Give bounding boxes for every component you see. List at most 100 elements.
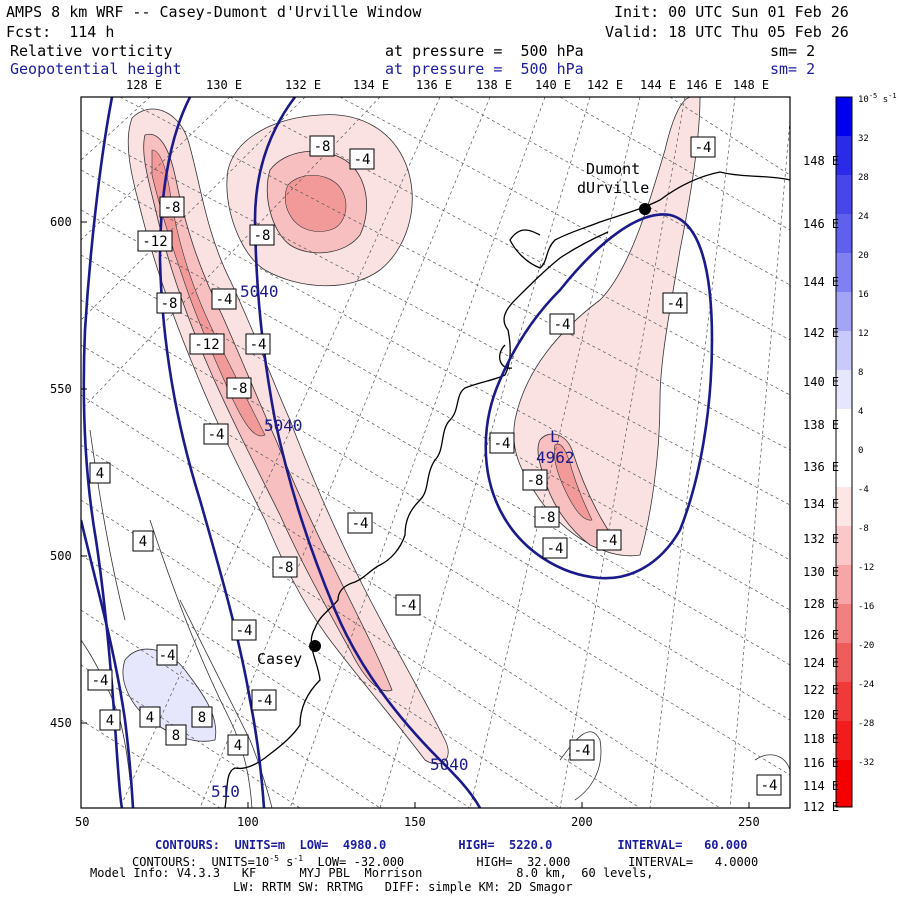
right-lon-label: 148 E <box>803 154 840 168</box>
colorbar-tick: 12 <box>858 329 869 339</box>
vort-label: -4 <box>256 693 273 709</box>
colorbar-tick: 20 <box>858 251 869 261</box>
low-value: 4962 <box>536 448 575 467</box>
top-lon-label: 128 E <box>126 78 163 92</box>
axis-ticks <box>80 221 750 808</box>
colorbar-tick: -28 <box>858 719 875 729</box>
top-lon-label: 138 E <box>476 78 513 92</box>
casey-station-marker <box>309 640 321 652</box>
colorbar-tick: 28 <box>858 173 869 183</box>
colorbar-unit: 10-5 s-1 <box>858 92 897 105</box>
vort-label: -4 <box>547 541 564 557</box>
vort-label: -4 <box>236 623 253 639</box>
vorticity-contour <box>754 754 790 771</box>
vort-label: -4 <box>92 673 109 689</box>
colorbar-tick: 0 <box>858 446 864 456</box>
right-lon-label: 134 E <box>803 497 840 511</box>
y-axis-label: 450 <box>50 716 72 730</box>
right-lon-label: 126 E <box>803 628 840 642</box>
vort-label: -4 <box>601 533 618 549</box>
colorbar-tick: -8 <box>858 524 869 534</box>
vort-label: -4 <box>695 140 712 156</box>
top-lon-label: 148 E <box>733 78 770 92</box>
height-label: 5040 <box>240 282 279 301</box>
footer-vorticity-contours: CONTOURS: UNITS=10-5 s-1 LOW= -32.000 HI… <box>132 854 759 869</box>
y-axis-label: 600 <box>50 215 72 229</box>
field2-smoothing: sm= 2 <box>770 60 816 78</box>
vort-label: -8 <box>161 296 178 312</box>
station-labels: Dumont dUrville Casey <box>257 160 649 668</box>
vort-label: -4 <box>216 292 233 308</box>
vort-label: 4 <box>234 738 242 754</box>
vort-label: -4 <box>554 317 571 333</box>
vort-label: 4 <box>96 466 104 482</box>
vort-label: -8 <box>527 473 544 489</box>
vort-label: -4 <box>208 427 225 443</box>
right-lon-label: 144 E <box>803 275 840 289</box>
height-labels: 5040 5040 5040 510 <box>211 282 469 801</box>
dumont-durville-station-marker <box>639 203 651 215</box>
vorticity-labels: -8 -4 -8 -12 -8 -8 -4 -4 -12 -4 -8 -4 -4… <box>87 135 782 796</box>
right-lon-label: 136 E <box>803 460 840 474</box>
plot-title: AMPS 8 km WRF -- Casey-Dumont d'Urville … <box>6 3 422 21</box>
y-axis-label: 500 <box>50 549 72 563</box>
x-axis-label: 250 <box>738 815 760 829</box>
vort-label: -4 <box>667 296 684 312</box>
valid-time: Valid: 18 UTC Thu 05 Feb 26 <box>605 23 849 41</box>
footer-height-contours: CONTOURS: UNITS=m LOW= 4980.0 HIGH= 5220… <box>155 838 748 852</box>
low-center: L 4962 <box>536 427 575 467</box>
vort-label: -12 <box>194 337 219 353</box>
right-lon-label: 112 E <box>803 800 840 814</box>
field2-level: at pressure = 500 hPa <box>385 60 584 78</box>
coastline <box>224 171 790 808</box>
height-label: 5040 <box>430 755 469 774</box>
field1-level: at pressure = 500 hPa <box>385 42 584 60</box>
colorbar-tick: 8 <box>858 368 864 378</box>
field1-name: Relative vorticity <box>10 42 173 60</box>
vort-label: 4 <box>139 534 147 550</box>
vort-label: -8 <box>539 510 556 526</box>
x-axis-label: 50 <box>75 815 90 829</box>
forecast-hour: Fcst: 114 h <box>6 23 115 41</box>
vort-label: -8 <box>277 560 294 576</box>
vort-label: -8 <box>254 228 271 244</box>
x-axis-label: 200 <box>571 815 593 829</box>
colorbar-tick: 16 <box>858 290 869 300</box>
right-lon-label: 142 E <box>803 326 840 340</box>
colorbar-tick: -20 <box>858 641 875 651</box>
right-lon-label: 138 E <box>803 418 840 432</box>
top-lon-label: 132 E <box>285 78 322 92</box>
init-time: Init: 00 UTC Sun 01 Feb 26 <box>614 3 849 21</box>
vort-label: -12 <box>142 234 167 250</box>
vort-label: -4 <box>574 743 591 759</box>
vort-label: -4 <box>352 516 369 532</box>
vort-label: -4 <box>159 648 176 664</box>
field2-name: Geopotential height <box>10 60 182 78</box>
vort-label: 4 <box>106 713 114 729</box>
dumont-label-line1: Dumont <box>586 160 640 178</box>
colorbar-tick: -24 <box>858 680 875 690</box>
coastline <box>499 344 513 369</box>
right-lon-label: 120 E <box>803 708 840 722</box>
height-label: 510 <box>211 782 240 801</box>
low-letter: L <box>550 427 560 446</box>
footer-physics-info: LW: RRTM SW: RRTMG DIFF: simple KM: 2D S… <box>233 880 573 894</box>
right-lon-label: 122 E <box>803 683 840 697</box>
y-axis-label: 550 <box>50 382 72 396</box>
right-lon-label: 132 E <box>803 532 840 546</box>
vort-label: 4 <box>146 710 154 726</box>
right-lon-label: 114 E <box>803 779 840 793</box>
right-lon-label: 124 E <box>803 656 840 670</box>
footer-model-info: Model Info: V4.3.3 KF MYJ PBL Morrison 8… <box>90 866 654 880</box>
top-lon-label: 140 E <box>535 78 572 92</box>
vorticity-contour <box>89 429 126 621</box>
colorbar-tick: -32 <box>858 758 875 768</box>
top-lon-label: 146 E <box>686 78 723 92</box>
right-lon-label: 128 E <box>803 597 840 611</box>
colorbar-tick: 32 <box>858 134 869 144</box>
top-lon-label: 134 E <box>353 78 390 92</box>
x-axis-label: 100 <box>237 815 259 829</box>
right-lon-label: 130 E <box>803 565 840 579</box>
top-lon-label: 136 E <box>416 78 453 92</box>
